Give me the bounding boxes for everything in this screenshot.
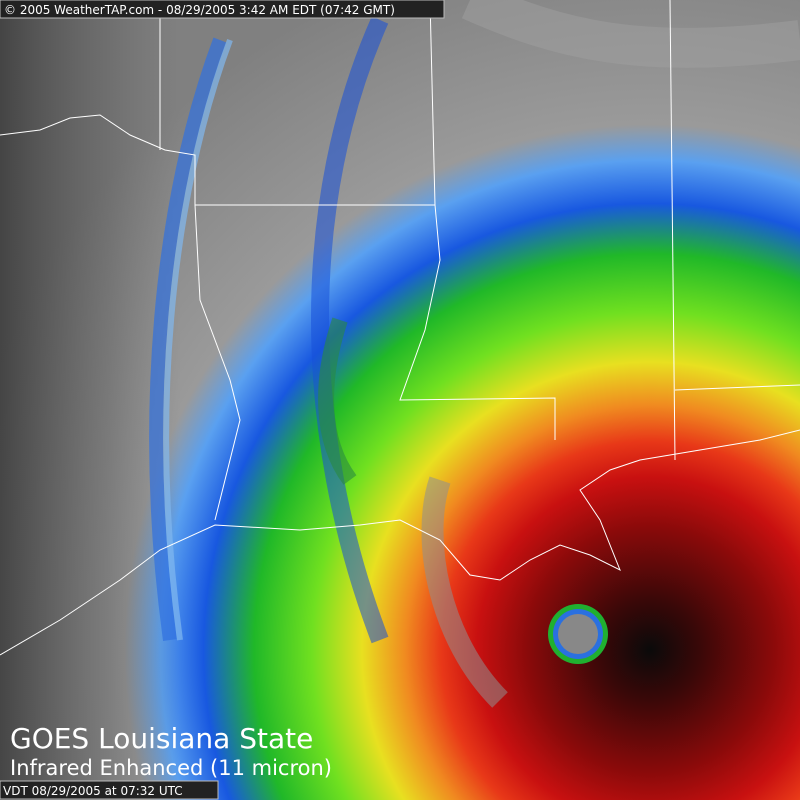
band bbox=[163, 38, 233, 641]
band bbox=[311, 16, 389, 644]
band bbox=[318, 317, 357, 485]
state-border bbox=[429, 0, 436, 206]
timestamp: VDT 08/29/2005 at 07:32 UTC bbox=[3, 784, 183, 798]
state-border bbox=[194, 204, 241, 521]
coastline bbox=[0, 429, 800, 656]
title: GOES Louisiana State bbox=[10, 722, 313, 755]
boundaries bbox=[0, 0, 800, 656]
state-border bbox=[0, 114, 435, 206]
state-border bbox=[669, 0, 676, 461]
band bbox=[149, 37, 227, 641]
state-border bbox=[674, 384, 800, 391]
timestamp-box bbox=[0, 780, 219, 800]
band bbox=[461, 0, 800, 68]
band bbox=[421, 476, 508, 708]
state-border bbox=[399, 204, 556, 440]
credit-box bbox=[0, 0, 445, 19]
subtitle: Infrared Enhanced (11 micron) bbox=[10, 756, 332, 780]
eye bbox=[558, 614, 598, 654]
credit: © 2005 WeatherTAP.com - 08/29/2005 3:42 … bbox=[4, 3, 395, 17]
rain-bands bbox=[149, 0, 800, 708]
